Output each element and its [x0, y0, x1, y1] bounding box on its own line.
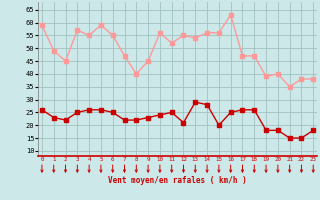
X-axis label: Vent moyen/en rafales ( km/h ): Vent moyen/en rafales ( km/h ): [108, 176, 247, 185]
